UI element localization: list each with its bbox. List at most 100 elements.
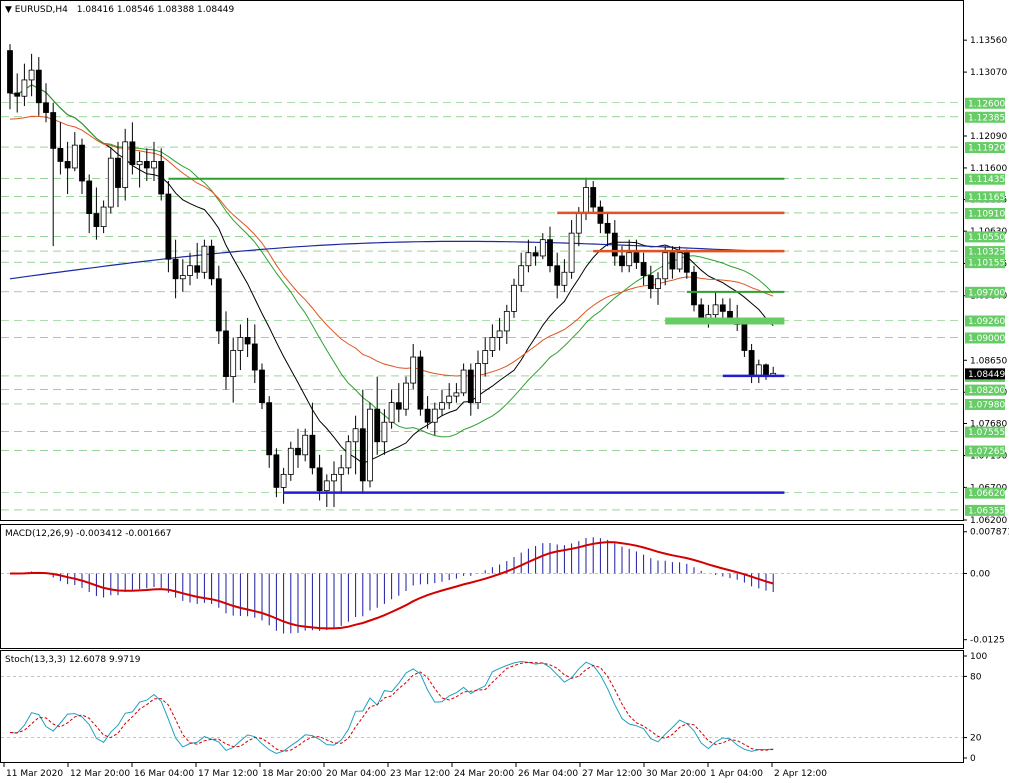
candle-body bbox=[381, 421, 388, 443]
price-panel[interactable] bbox=[0, 0, 964, 521]
candle-body bbox=[482, 350, 489, 364]
level-tag-label: 1.06355 bbox=[968, 506, 1005, 516]
macd-signal-line bbox=[10, 541, 774, 630]
level-tag-box bbox=[965, 384, 1005, 396]
candle-body bbox=[367, 408, 373, 482]
macd-tick-label: 0.007871 bbox=[970, 528, 1009, 538]
candle-body bbox=[417, 356, 424, 410]
price-tick-label: 1.12090 bbox=[970, 132, 1007, 142]
time-tick-label: 12 Mar 20:00 bbox=[70, 769, 130, 779]
candle-body bbox=[237, 337, 244, 351]
level-tag-label: 1.10155 bbox=[968, 259, 1005, 269]
candle-body bbox=[655, 278, 661, 289]
candle-body bbox=[79, 144, 85, 182]
candle-body bbox=[453, 392, 460, 397]
candle-body bbox=[431, 408, 438, 423]
candle-body bbox=[619, 255, 625, 267]
candle-body bbox=[273, 454, 280, 488]
macd-histogram: 0.007871 0.00 -0.0125 bbox=[1, 528, 1009, 646]
level-tag-box bbox=[965, 487, 1005, 499]
ma-blue-line bbox=[9, 240, 774, 280]
level-tag-label: 1.08200 bbox=[968, 386, 1005, 396]
level-tag-label: 1.09260 bbox=[968, 317, 1005, 327]
candle-body bbox=[259, 369, 265, 404]
candle-body bbox=[331, 473, 337, 482]
level-tag-label: 1.09000 bbox=[968, 334, 1005, 344]
ma-red-line bbox=[9, 115, 774, 377]
candle-body bbox=[547, 239, 553, 267]
symbol-label: EURUSD,H4 bbox=[15, 5, 68, 15]
candle-body bbox=[43, 102, 49, 113]
candle-body bbox=[395, 402, 402, 410]
candle-body bbox=[554, 265, 561, 286]
candle-body bbox=[626, 252, 633, 267]
level-tag-label: 1.11920 bbox=[968, 144, 1005, 154]
level-tag-label: 1.10910 bbox=[968, 209, 1005, 219]
level-tag-box bbox=[965, 257, 1005, 269]
level-tag-box bbox=[965, 398, 1005, 410]
candles[interactable] bbox=[7, 44, 777, 507]
candle-body bbox=[640, 262, 647, 276]
candle-body bbox=[439, 402, 445, 410]
candle-body bbox=[561, 271, 568, 286]
candle-body bbox=[50, 112, 57, 149]
candle-body bbox=[374, 408, 381, 443]
stochastic-lines: 100 80 20 0 bbox=[1, 652, 987, 764]
candle-body bbox=[151, 161, 157, 169]
candle-body bbox=[115, 157, 121, 188]
candle-body bbox=[158, 161, 165, 195]
macd-tick-label: 0.00 bbox=[970, 569, 990, 579]
stoch-panel[interactable] bbox=[0, 650, 964, 763]
time-tick-label: 26 Mar 04:00 bbox=[518, 769, 578, 779]
candle-body bbox=[403, 382, 409, 410]
candle-body bbox=[741, 324, 748, 351]
candle-body bbox=[295, 447, 301, 456]
macd-tick-label: -0.0125 bbox=[970, 636, 1005, 646]
collapse-arrow-icon[interactable]: ▼ bbox=[5, 5, 15, 15]
candle-body bbox=[568, 232, 575, 273]
macd-label: MACD(12,26,9) -0.003412 -0.001667 bbox=[5, 529, 171, 539]
candle-body bbox=[719, 304, 726, 312]
candle-body bbox=[496, 330, 503, 338]
candle-body bbox=[57, 147, 64, 162]
candle-body bbox=[633, 252, 640, 263]
candle-body bbox=[503, 310, 510, 332]
candle-body bbox=[338, 467, 345, 475]
candle-body bbox=[691, 271, 697, 306]
level-tag-box bbox=[965, 246, 1005, 258]
stoch-tick-label: 0 bbox=[970, 754, 976, 764]
candle-body bbox=[345, 441, 352, 469]
time-axis: 11 Mar 2020 12 Mar 20:00 16 Mar 04:00 17 Ma… bbox=[3, 763, 827, 779]
macd-panel[interactable] bbox=[0, 524, 964, 649]
level-tag-label: 1.07980 bbox=[968, 400, 1005, 410]
level-tag-box bbox=[965, 332, 1005, 344]
level-tag-box bbox=[965, 286, 1005, 298]
candle-body bbox=[251, 343, 258, 371]
candle-body bbox=[194, 265, 201, 273]
level-tag-box bbox=[965, 315, 1005, 327]
candle-body bbox=[575, 213, 582, 234]
support-zone bbox=[665, 317, 785, 325]
price-tick-label: 1.08650 bbox=[970, 356, 1007, 366]
stoch-tick-label: 80 bbox=[970, 672, 982, 682]
price-tick-label: 1.07680 bbox=[970, 420, 1007, 430]
chart-header-symbol: ▼ EURUSD,H4 1.08416 1.08546 1.08388 1.08… bbox=[5, 5, 235, 15]
level-tag-label: 1.11165 bbox=[968, 193, 1005, 203]
candle-body bbox=[763, 364, 769, 376]
candle-body bbox=[287, 447, 294, 475]
candle-body bbox=[676, 252, 683, 270]
candle-body bbox=[683, 252, 690, 273]
candle-body bbox=[518, 265, 525, 286]
level-tag-label: 1.12600 bbox=[968, 99, 1005, 109]
candle-body bbox=[424, 408, 431, 423]
level-tag-box bbox=[965, 504, 1005, 516]
horizontal-levels[interactable] bbox=[168, 177, 785, 494]
time-tick-label: 2 Apr 12:00 bbox=[774, 769, 827, 779]
candle-body bbox=[35, 69, 42, 104]
candle-body bbox=[748, 350, 755, 376]
candle-body bbox=[611, 232, 618, 257]
stoch-main-line bbox=[9, 660, 774, 755]
level-tag-label: 1.11435 bbox=[968, 175, 1005, 185]
level-tag-box bbox=[965, 111, 1005, 123]
